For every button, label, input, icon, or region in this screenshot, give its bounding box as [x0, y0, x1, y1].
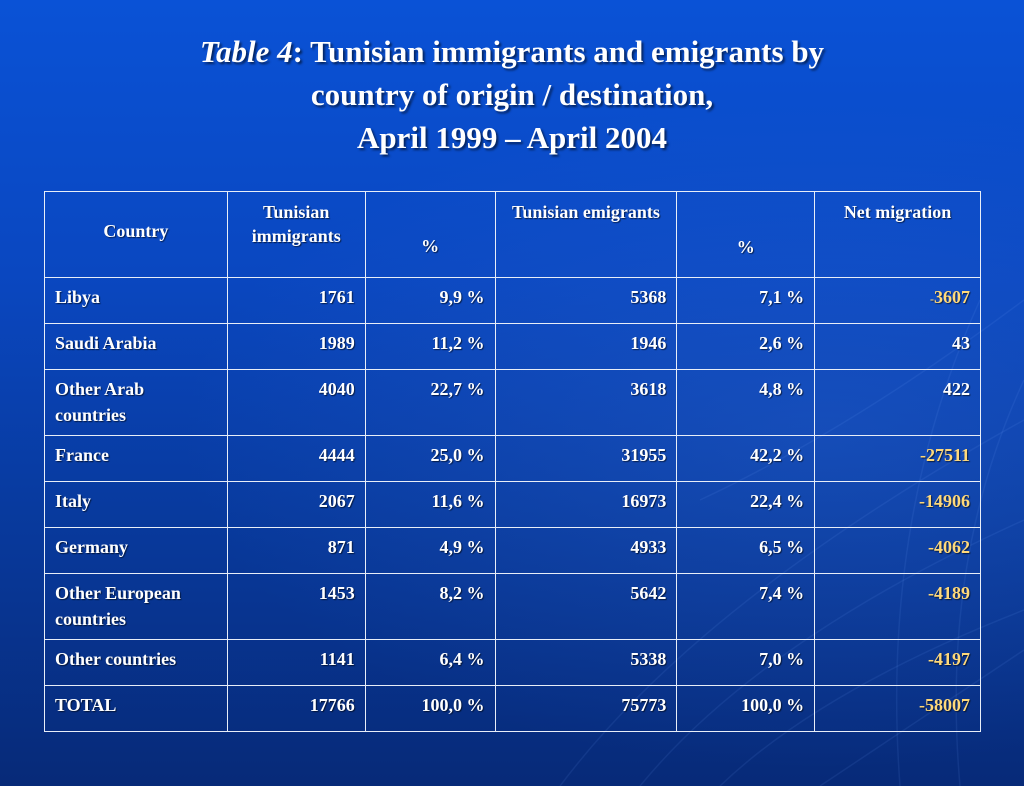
cell-emigrants-percent: 7,1 %	[676, 277, 816, 324]
cell-emigrants-percent: 7,4 %	[676, 573, 816, 640]
cell-country: TOTAL	[44, 685, 228, 732]
cell-emigrants: 1946	[494, 323, 678, 370]
title-line-1-text: : Tunisian immigrants and emigrants by	[292, 34, 825, 69]
cell-net-migration: -4062	[814, 527, 981, 574]
cell-immigrants: 1141	[226, 639, 366, 686]
table-title: Table 4: Tunisian immigrants and emigran…	[0, 30, 1024, 159]
cell-emigrants-percent: 4,8 %	[676, 369, 816, 436]
cell-immigrants: 871	[226, 527, 366, 574]
cell-immigrants-percent: 11,6 %	[364, 481, 496, 528]
cell-emigrants: 5368	[494, 277, 678, 324]
table-row: Saudi Arabia 1989 11,2 % 1946 2,6 % 43	[44, 323, 981, 370]
cell-country: Other Arab countries	[44, 369, 228, 436]
migration-table: Country Tunisian immigrants % Tunisian e…	[44, 191, 981, 732]
table-number: Table 4	[199, 34, 293, 69]
header-immigrants: Tunisian immigrants	[226, 191, 366, 278]
table-row: Other countries 1141 6,4 % 5338 7,0 % -4…	[44, 639, 981, 686]
table-row: Germany 871 4,9 % 4933 6,5 % -4062	[44, 527, 981, 574]
cell-immigrants-percent: 8,2 %	[364, 573, 496, 640]
cell-immigrants: 4040	[226, 369, 366, 436]
table-row: Other European countries 1453 8,2 % 5642…	[44, 573, 981, 640]
cell-country: Saudi Arabia	[44, 323, 228, 370]
table-row: Other Arab countries 4040 22,7 % 3618 4,…	[44, 369, 981, 436]
cell-emigrants: 5642	[494, 573, 678, 640]
cell-emigrants-percent: 7,0 %	[676, 639, 816, 686]
cell-emigrants: 16973	[494, 481, 678, 528]
cell-immigrants-percent: 9,9 %	[364, 277, 496, 324]
cell-net-migration: -4197	[814, 639, 981, 686]
header-emigrants: Tunisian emigrants	[494, 191, 678, 278]
cell-country: Italy	[44, 481, 228, 528]
net-sign: -	[930, 292, 934, 306]
title-line-1: Table 4: Tunisian immigrants and emigran…	[0, 30, 1024, 73]
title-line-3: April 1999 – April 2004	[356, 120, 667, 155]
cell-emigrants-percent: 100,0 %	[676, 685, 816, 732]
table-row: Libya 1761 9,9 % 5368 7,1 % -3607	[44, 277, 981, 324]
cell-net-migration: -27511	[814, 435, 981, 482]
table-header-row: Country Tunisian immigrants % Tunisian e…	[44, 191, 981, 278]
cell-emigrants: 4933	[494, 527, 678, 574]
cell-emigrants-percent: 6,5 %	[676, 527, 816, 574]
cell-net-migration: -58007	[814, 685, 981, 732]
cell-immigrants: 2067	[226, 481, 366, 528]
cell-immigrants-percent: 6,4 %	[364, 639, 496, 686]
cell-country: Other countries	[44, 639, 228, 686]
cell-country: Other European countries	[44, 573, 228, 640]
cell-emigrants-percent: 2,6 %	[676, 323, 816, 370]
table-row: France 4444 25,0 % 31955 42,2 % -27511	[44, 435, 981, 482]
cell-immigrants: 1453	[226, 573, 366, 640]
cell-country: Libya	[44, 277, 228, 324]
cell-emigrants: 3618	[494, 369, 678, 436]
cell-net-migration: 43	[814, 323, 981, 370]
cell-emigrants: 5338	[494, 639, 678, 686]
cell-immigrants: 4444	[226, 435, 366, 482]
table-row-total: TOTAL 17766 100,0 % 75773 100,0 % -58007	[44, 685, 981, 732]
cell-net-migration: -14906	[814, 481, 981, 528]
cell-immigrants-percent: 25,0 %	[364, 435, 496, 482]
cell-emigrants: 31955	[494, 435, 678, 482]
cell-immigrants: 17766	[226, 685, 366, 732]
cell-immigrants: 1989	[226, 323, 366, 370]
cell-immigrants: 1761	[226, 277, 366, 324]
cell-net-migration: -4189	[814, 573, 981, 640]
net-value: 3607	[934, 287, 970, 307]
header-emigrants-percent: %	[676, 191, 816, 278]
cell-immigrants-percent: 22,7 %	[364, 369, 496, 436]
cell-net-migration: 422	[814, 369, 981, 436]
cell-country: Germany	[44, 527, 228, 574]
cell-immigrants-percent: 100,0 %	[364, 685, 496, 732]
cell-emigrants-percent: 22,4 %	[676, 481, 816, 528]
header-immigrants-percent: %	[364, 191, 496, 278]
cell-emigrants: 75773	[494, 685, 678, 732]
cell-immigrants-percent: 4,9 %	[364, 527, 496, 574]
table-row: Italy 2067 11,6 % 16973 22,4 % -14906	[44, 481, 981, 528]
cell-immigrants-percent: 11,2 %	[364, 323, 496, 370]
cell-country: France	[44, 435, 228, 482]
header-country: Country	[44, 191, 228, 278]
cell-net-migration: -3607	[814, 277, 981, 324]
cell-emigrants-percent: 42,2 %	[676, 435, 816, 482]
header-net-migration: Net migration	[814, 191, 981, 278]
title-line-2: country of origin / destination,	[310, 77, 714, 112]
